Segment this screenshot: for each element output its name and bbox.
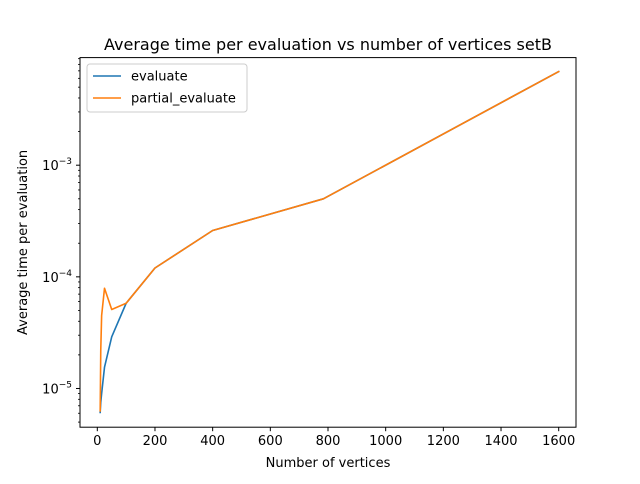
x-tick-label: 400 <box>200 434 225 449</box>
y-tick-label: 10−5 <box>42 380 72 397</box>
chart-title: Average time per evaluation vs number of… <box>104 35 552 54</box>
y-axis-ticks: 10−5 10−4 10−3 <box>42 157 80 397</box>
series-line-partial-evaluate <box>99 70 560 412</box>
x-tick-label: 600 <box>258 434 283 449</box>
series-layer <box>99 70 560 414</box>
x-axis-ticks: 0 200 400 600 800 1000 1200 1400 1600 <box>93 427 575 449</box>
x-tick-label: 1200 <box>427 434 460 449</box>
x-axis-label: Number of vertices <box>266 456 391 471</box>
x-tick-label: 800 <box>316 434 341 449</box>
y-axis-minor-ticks <box>78 58 80 423</box>
y-tick-label: 10−4 <box>42 269 72 286</box>
x-tick-label: 1600 <box>542 434 575 449</box>
legend-box <box>86 63 248 113</box>
y-tick-label: 10−3 <box>42 157 72 174</box>
x-tick-label: 1000 <box>369 434 402 449</box>
legend: evaluate partial_evaluate <box>86 63 248 113</box>
x-tick-label: 1400 <box>484 434 517 449</box>
legend-label-evaluate: evaluate <box>131 70 188 85</box>
legend-label-partial-evaluate: partial_evaluate <box>131 92 236 107</box>
y-axis-label: Average time per evaluation <box>16 150 31 335</box>
x-tick-label: 200 <box>143 434 168 449</box>
x-tick-label: 0 <box>93 434 101 449</box>
